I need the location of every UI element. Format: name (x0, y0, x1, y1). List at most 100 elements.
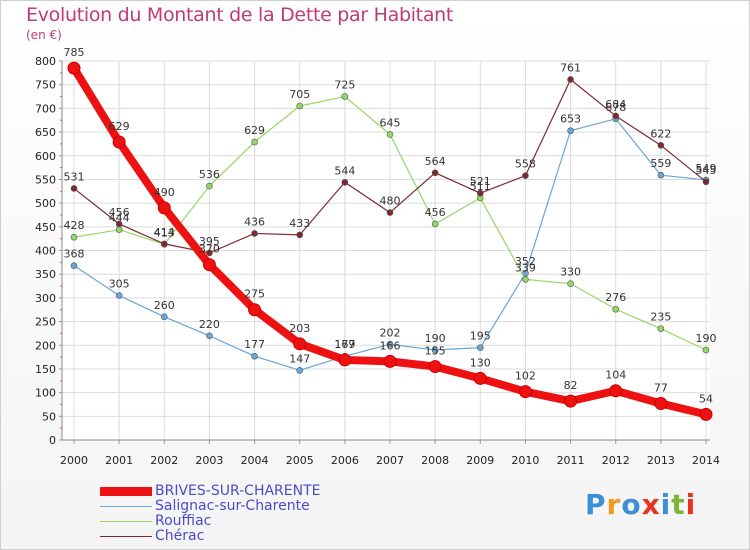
x-tick-label-14: 2014 (692, 454, 720, 467)
y-tick-label-4: 200 (35, 339, 56, 352)
legend-label-2: Rouffiac (155, 513, 212, 529)
y-tick-label-7: 350 (35, 268, 56, 281)
series-brives-sur-charente-point-6 (338, 353, 352, 367)
x-tick-label-2: 2002 (150, 454, 178, 467)
series-ch-rac-data-label-8: 564 (425, 155, 446, 168)
y-tick-label-14: 700 (35, 102, 56, 115)
series-ch-rac-data-label-12: 684 (605, 98, 626, 111)
series-salignac-sur-charente-point-8 (431, 346, 439, 354)
y-tick-label-9: 450 (35, 221, 56, 234)
series-brives-sur-charente-point-2 (157, 201, 171, 215)
series-brives-sur-charente-data-label-13: 77 (654, 382, 668, 395)
series-brives-sur-charente-point-3 (202, 258, 216, 272)
series-rouffiac-data-label-0: 428 (64, 219, 85, 232)
series-ch-rac-point-13 (657, 142, 665, 149)
x-tick-label-8: 2008 (421, 454, 449, 467)
series-brives-sur-charente-data-label-8: 155 (425, 345, 446, 358)
series-brives-sur-charente-data-label-12: 104 (605, 369, 626, 382)
logo-letter-1: r (606, 488, 622, 521)
series-rouffiac-data-label-3: 536 (199, 168, 220, 181)
series-salignac-sur-charente-point-2 (160, 313, 168, 321)
series-rouffiac-point-10 (522, 276, 529, 283)
series-brives-sur-charente-point-1 (112, 135, 126, 149)
series-ch-rac-point-12 (612, 112, 620, 120)
series-rouffiac-point-5 (296, 102, 304, 110)
y-tick-label-0: 0 (49, 434, 56, 447)
series-rouffiac-data-label-1: 444 (109, 212, 130, 225)
series-rouffiac-data-label-14: 190 (696, 332, 717, 345)
series-ch-rac-data-label-11: 761 (560, 61, 581, 74)
series-ch-rac-data-label-3: 395 (199, 235, 220, 248)
series-rouffiac-data-label-9: 511 (470, 180, 491, 193)
y-axis-unit: (en €) (26, 28, 62, 42)
series-rouffiac-point-7 (386, 131, 394, 138)
series-salignac-sur-charente-data-label-6: 177 (334, 338, 355, 351)
series-rouffiac-point-3 (206, 182, 213, 190)
series-rouffiac-point-8 (431, 220, 439, 228)
series-ch-rac-data-label-13: 622 (650, 127, 671, 140)
series-salignac-sur-charente-data-label-4: 177 (244, 338, 265, 351)
series-salignac-sur-charente-point-3 (206, 332, 213, 340)
series-rouffiac-data-label-10: 339 (515, 261, 536, 274)
logo-letter-0: P (585, 488, 607, 521)
y-tick-label-15: 750 (35, 79, 56, 92)
y-tick-label-13: 650 (35, 126, 56, 139)
series-brives-sur-charente-point-12 (609, 384, 623, 398)
series-salignac-sur-charente-point-4 (251, 352, 258, 360)
series-salignac-sur-charente-data-label-2: 260 (154, 299, 175, 312)
series-ch-rac-point-14 (702, 178, 710, 186)
series-salignac-sur-charente-point-0 (70, 262, 78, 269)
legend-swatch-3 (100, 536, 152, 537)
series-brives-sur-charente-point-5 (293, 337, 307, 351)
series-salignac-sur-charente-point-7 (386, 341, 394, 348)
series-rouffiac-data-label-12: 276 (605, 291, 626, 304)
series-salignac-sur-charente-point-11 (567, 127, 574, 134)
y-tick-label-3: 150 (35, 363, 56, 376)
series-brives-sur-charente-point-4 (248, 303, 262, 317)
series-ch-rac-point-4 (251, 230, 258, 237)
series-salignac-sur-charente-data-label-9: 195 (470, 330, 491, 343)
series-salignac-sur-charente-data-label-3: 220 (199, 318, 220, 331)
series-ch-rac-data-label-10: 558 (515, 158, 536, 171)
series-ch-rac-point-7 (386, 209, 394, 216)
x-tick-label-12: 2012 (602, 454, 630, 467)
series-rouffiac-point-11 (567, 280, 574, 287)
series-ch-rac-point-8 (431, 169, 439, 177)
series-ch-rac-data-label-9: 521 (470, 175, 491, 188)
series-salignac-sur-charente-data-label-10: 352 (515, 255, 536, 268)
x-tick-label-1: 2001 (105, 454, 133, 467)
series-ch-rac-point-9 (476, 189, 484, 197)
x-tick-label-3: 2003 (195, 454, 223, 467)
series-ch-rac-data-label-5: 433 (289, 217, 310, 230)
x-tick-label-4: 2004 (241, 454, 269, 467)
logo-letter-2: o (621, 488, 642, 521)
series-brives-sur-charente-data-label-7: 166 (380, 339, 401, 352)
series-rouffiac-data-label-13: 235 (650, 311, 671, 324)
y-tick-label-10: 500 (35, 197, 56, 210)
y-tick-label-6: 300 (35, 292, 56, 305)
series-ch-rac-data-label-1: 456 (109, 206, 130, 219)
series-brives-sur-charente-data-label-14: 54 (699, 392, 713, 405)
x-tick-label-13: 2013 (647, 454, 675, 467)
legend-label-1: Salignac-sur-Charente (155, 498, 310, 514)
series-brives-sur-charente-data-label-0: 785 (64, 46, 85, 59)
logo-letter-4: i (660, 488, 672, 521)
series-ch-rac-point-5 (296, 231, 304, 239)
y-tick-label-5: 250 (35, 316, 56, 329)
series-brives-sur-charente-data-label-4: 275 (244, 288, 265, 301)
series-rouffiac-point-1 (115, 226, 123, 233)
series-brives-sur-charente-data-label-10: 102 (515, 370, 536, 383)
x-tick-label-5: 2005 (286, 454, 314, 467)
series-rouffiac-data-label-11: 330 (560, 266, 581, 279)
x-tick-label-6: 2006 (331, 454, 359, 467)
series-salignac-sur-charente-data-label-14: 549 (696, 162, 717, 175)
y-tick-label-11: 550 (35, 173, 56, 186)
series-brives-sur-charente-point-7 (383, 354, 397, 368)
chart-title: Evolution du Montant de la Dette par Hab… (26, 4, 454, 26)
series-brives-sur-charente-data-label-3: 370 (199, 243, 220, 256)
series-brives-sur-charente-data-label-11: 82 (564, 379, 578, 392)
series-ch-rac-point-11 (567, 76, 574, 83)
series-salignac-sur-charente-data-label-0: 368 (64, 248, 85, 261)
y-tick-label-8: 400 (35, 245, 56, 258)
